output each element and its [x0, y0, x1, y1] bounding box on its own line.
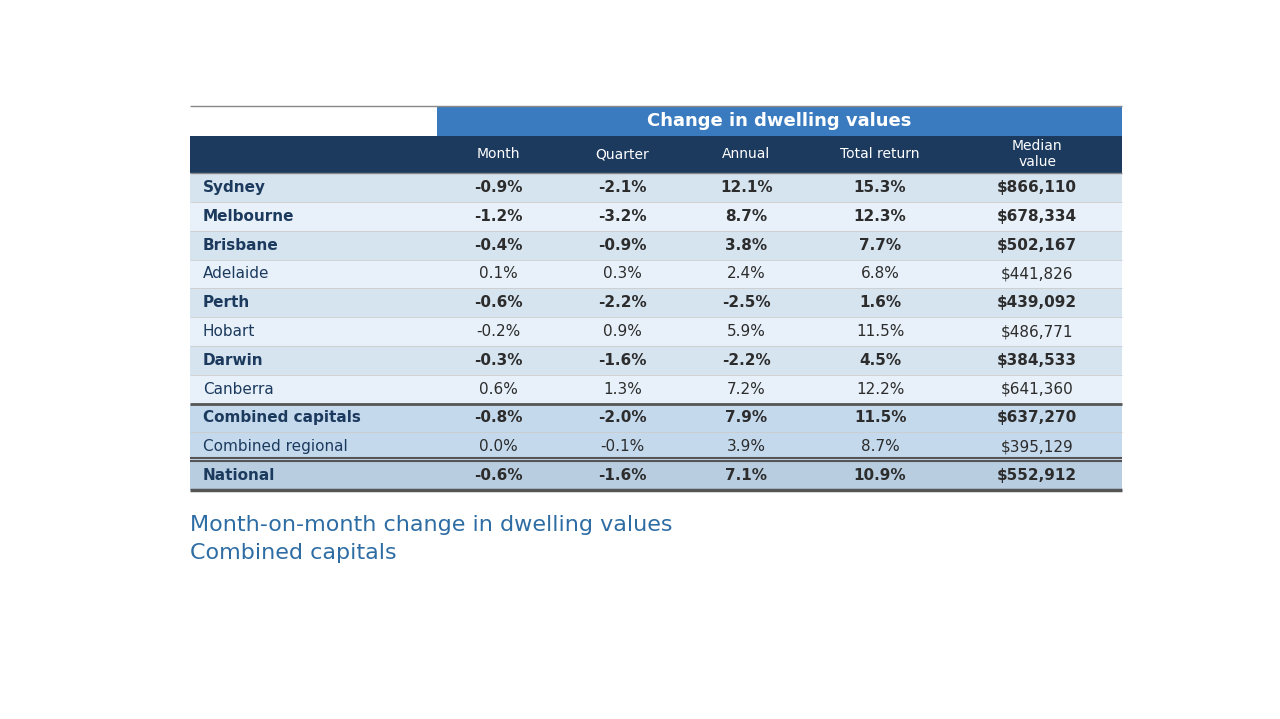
Bar — [189, 260, 1123, 288]
Text: Combined capitals: Combined capitals — [202, 411, 361, 426]
Text: $395,129: $395,129 — [1001, 439, 1074, 454]
Bar — [189, 231, 1123, 260]
Bar — [189, 432, 1123, 461]
Text: Change in dwelling values: Change in dwelling values — [648, 111, 911, 129]
Text: Month: Month — [477, 147, 521, 161]
Text: -2.2%: -2.2% — [598, 296, 646, 311]
Text: -0.6%: -0.6% — [475, 468, 524, 483]
Text: Combined regional: Combined regional — [202, 439, 347, 454]
Text: Melbourne: Melbourne — [202, 209, 294, 224]
Text: 0.3%: 0.3% — [603, 267, 643, 281]
Text: -1.6%: -1.6% — [598, 468, 646, 483]
Text: 1.3%: 1.3% — [603, 382, 643, 397]
Text: -0.4%: -0.4% — [475, 238, 524, 252]
Text: 6.8%: 6.8% — [860, 267, 900, 281]
Bar — [189, 461, 1123, 490]
Bar — [952, 136, 1123, 173]
Text: $866,110: $866,110 — [997, 180, 1078, 195]
Text: Perth: Perth — [202, 296, 250, 311]
Text: 12.1%: 12.1% — [719, 180, 772, 195]
Text: 8.7%: 8.7% — [860, 439, 900, 454]
Bar — [561, 136, 685, 173]
Text: 0.6%: 0.6% — [480, 382, 518, 397]
Text: Adelaide: Adelaide — [202, 267, 269, 281]
Text: 8.7%: 8.7% — [724, 209, 767, 224]
Text: $486,771: $486,771 — [1001, 324, 1074, 339]
Text: Brisbane: Brisbane — [202, 238, 279, 252]
Text: -3.2%: -3.2% — [598, 209, 646, 224]
Text: 7.2%: 7.2% — [727, 382, 765, 397]
Text: $502,167: $502,167 — [997, 238, 1078, 252]
Text: $637,270: $637,270 — [997, 411, 1078, 426]
Text: 5.9%: 5.9% — [727, 324, 765, 339]
Text: -1.2%: -1.2% — [475, 209, 524, 224]
Text: -0.6%: -0.6% — [475, 296, 524, 311]
Text: -0.8%: -0.8% — [475, 411, 524, 426]
Bar — [436, 136, 561, 173]
Text: Darwin: Darwin — [202, 353, 264, 368]
Text: -0.3%: -0.3% — [475, 353, 524, 368]
Text: Month-on-month change in dwelling values
Combined capitals: Month-on-month change in dwelling values… — [189, 515, 672, 563]
Text: -1.6%: -1.6% — [598, 353, 646, 368]
Text: 3.8%: 3.8% — [724, 238, 767, 252]
Bar — [808, 136, 952, 173]
Bar — [189, 202, 1123, 231]
Text: Quarter: Quarter — [595, 147, 649, 161]
Text: -0.1%: -0.1% — [600, 439, 645, 454]
Text: 0.1%: 0.1% — [480, 267, 518, 281]
Text: $552,912: $552,912 — [997, 468, 1078, 483]
Text: Sydney: Sydney — [202, 180, 266, 195]
Text: 4.5%: 4.5% — [859, 353, 901, 368]
Bar — [436, 106, 1123, 136]
Text: 7.9%: 7.9% — [724, 411, 767, 426]
Text: 0.9%: 0.9% — [603, 324, 643, 339]
Text: Annual: Annual — [722, 147, 771, 161]
Text: $678,334: $678,334 — [997, 209, 1078, 224]
Text: Hobart: Hobart — [202, 324, 255, 339]
Text: National: National — [202, 468, 275, 483]
Text: $384,533: $384,533 — [997, 353, 1078, 368]
Text: Median
value: Median value — [1012, 139, 1062, 170]
Text: 12.2%: 12.2% — [856, 382, 904, 397]
Text: -2.5%: -2.5% — [722, 296, 771, 311]
Bar — [189, 346, 1123, 375]
Text: Total return: Total return — [841, 147, 920, 161]
Bar — [189, 403, 1123, 432]
Text: -0.2%: -0.2% — [476, 324, 521, 339]
Text: 2.4%: 2.4% — [727, 267, 765, 281]
Text: Canberra: Canberra — [202, 382, 274, 397]
Text: 7.1%: 7.1% — [726, 468, 767, 483]
Text: $641,360: $641,360 — [1001, 382, 1074, 397]
Text: -2.0%: -2.0% — [598, 411, 646, 426]
Bar — [189, 288, 1123, 317]
Text: 10.9%: 10.9% — [854, 468, 906, 483]
Text: 11.5%: 11.5% — [854, 411, 906, 426]
Text: 3.9%: 3.9% — [727, 439, 765, 454]
Text: 15.3%: 15.3% — [854, 180, 906, 195]
Text: 11.5%: 11.5% — [856, 324, 904, 339]
Bar — [189, 375, 1123, 403]
Bar — [189, 173, 1123, 202]
Text: 7.7%: 7.7% — [859, 238, 901, 252]
Bar — [685, 136, 808, 173]
Bar — [189, 317, 1123, 346]
Text: 12.3%: 12.3% — [854, 209, 906, 224]
Text: -0.9%: -0.9% — [475, 180, 524, 195]
Bar — [189, 136, 436, 173]
Text: -2.2%: -2.2% — [722, 353, 771, 368]
Text: 1.6%: 1.6% — [859, 296, 901, 311]
Text: $441,826: $441,826 — [1001, 267, 1074, 281]
Text: -0.9%: -0.9% — [598, 238, 646, 252]
Text: 0.0%: 0.0% — [480, 439, 518, 454]
Text: $439,092: $439,092 — [997, 296, 1078, 311]
Text: -2.1%: -2.1% — [598, 180, 646, 195]
